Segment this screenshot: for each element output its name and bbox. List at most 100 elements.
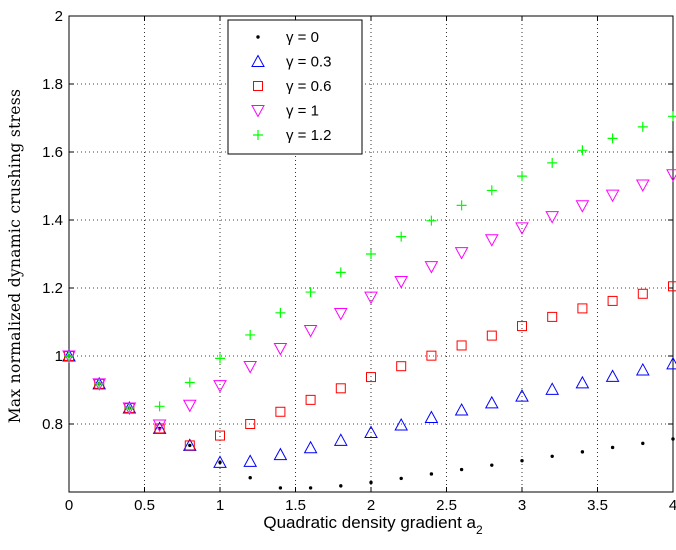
data-point: [575, 200, 590, 213]
data-point: [668, 281, 676, 292]
legend-label: γ = 0.3: [286, 54, 331, 71]
data-point: [245, 419, 256, 429]
data-point: [515, 389, 529, 402]
x-tick-label: 4: [669, 497, 676, 514]
data-point: [484, 395, 499, 409]
data-point: [308, 486, 313, 490]
y-tick-label: 1.6: [42, 144, 63, 161]
data-point: [515, 222, 529, 235]
data-point: [517, 171, 527, 182]
data-point: [124, 403, 135, 414]
series-0: [67, 354, 675, 490]
data-point: [273, 447, 288, 461]
data-point: [275, 307, 286, 318]
data-point: [275, 406, 286, 417]
y-tick-label: 2: [55, 8, 63, 25]
data-point: [364, 291, 378, 305]
data-point: [184, 440, 195, 451]
y-tick-label: 1.2: [42, 280, 63, 297]
x-axis-label-text: Quadratic density gradient a: [263, 513, 476, 532]
data-point: [605, 189, 620, 203]
x-tick-label: 2: [367, 497, 375, 514]
data-point: [245, 329, 256, 340]
data-point: [303, 440, 318, 454]
legend-label: γ = 1.2: [286, 127, 331, 144]
x-tick-label: 2.5: [436, 497, 457, 514]
data-point: [547, 157, 558, 168]
y-axis-label: Max normalized dynamic crushing stress: [6, 89, 24, 424]
series-2: [64, 281, 676, 451]
data-point: [333, 433, 348, 446]
grid-lines: [69, 16, 673, 492]
data-point: [668, 111, 676, 122]
data-point: [575, 375, 590, 389]
data-point: [335, 383, 346, 394]
data-point: [335, 267, 346, 278]
data-point: [152, 419, 167, 433]
data-point: [278, 486, 283, 490]
data-point: [545, 382, 560, 395]
data-point: [213, 380, 227, 393]
data-point: [366, 249, 376, 259]
data-point: [64, 351, 74, 361]
x-tick-label: 3: [518, 497, 526, 514]
data-point: [454, 247, 469, 260]
data-point: [184, 377, 195, 388]
legend-entry: γ = 0: [256, 29, 319, 46]
data-point: [637, 288, 648, 299]
x-tick-label: 1.5: [285, 497, 306, 514]
data-point: [364, 425, 378, 438]
data-point: [396, 231, 407, 242]
legend-marker: [253, 130, 263, 140]
axis-ticks: 0 0.5 1 1.5 2 2.5 3 3.5 4 0.8 1 1.2 1.4 1.6 1.8 2: [42, 8, 676, 514]
x-tick-label: 1: [216, 497, 224, 514]
series-4: [64, 111, 676, 414]
y-tick-label: 1.4: [42, 212, 63, 229]
x-tick-label: 3.5: [587, 497, 608, 514]
y-tick-label: 0.8: [42, 416, 63, 433]
data-point: [550, 454, 554, 458]
data-point: [577, 145, 588, 156]
data-point: [394, 417, 409, 431]
data-point: [273, 343, 288, 356]
data-point: [215, 430, 225, 441]
data-point: [577, 303, 588, 314]
data-point: [426, 215, 437, 226]
data-point: [366, 372, 376, 383]
x-axis-label: Quadratic density gradient a2: [263, 513, 483, 537]
data-point: [484, 234, 499, 247]
data-point: [547, 311, 558, 322]
data-point: [456, 200, 467, 211]
data-point: [399, 476, 403, 481]
data-point: [243, 454, 258, 467]
data-point: [396, 361, 407, 372]
data-point: [154, 401, 165, 412]
legend-marker: [251, 105, 265, 118]
data-point: [545, 211, 560, 224]
data-point: [369, 480, 373, 485]
legend-marker: [256, 35, 260, 39]
legend-entry: γ = 0.3: [251, 54, 331, 71]
data-point: [424, 261, 439, 274]
data-point: [607, 133, 618, 144]
legend-label: γ = 0.6: [286, 78, 331, 95]
data-point: [635, 179, 650, 193]
legend-label: γ = 0: [286, 29, 319, 46]
data-point: [305, 287, 316, 298]
data-point: [459, 467, 464, 472]
data-point: [641, 441, 645, 446]
data-points: [62, 111, 676, 490]
data-point: [213, 455, 227, 468]
legend: γ = 0 γ = 0.3 γ = 0.6 γ = 1 γ = 1.2: [227, 19, 363, 155]
data-point: [248, 476, 252, 480]
legend-marker: [253, 81, 263, 91]
data-point: [486, 330, 497, 341]
legend-entry: γ = 0.6: [253, 78, 331, 95]
data-point: [666, 356, 676, 370]
data-point: [454, 403, 469, 416]
data-point: [424, 410, 439, 424]
data-point: [215, 353, 225, 364]
legend-entry: γ = 1.2: [253, 127, 331, 144]
y-tick-label: 1.8: [42, 76, 63, 93]
data-point: [243, 361, 258, 374]
